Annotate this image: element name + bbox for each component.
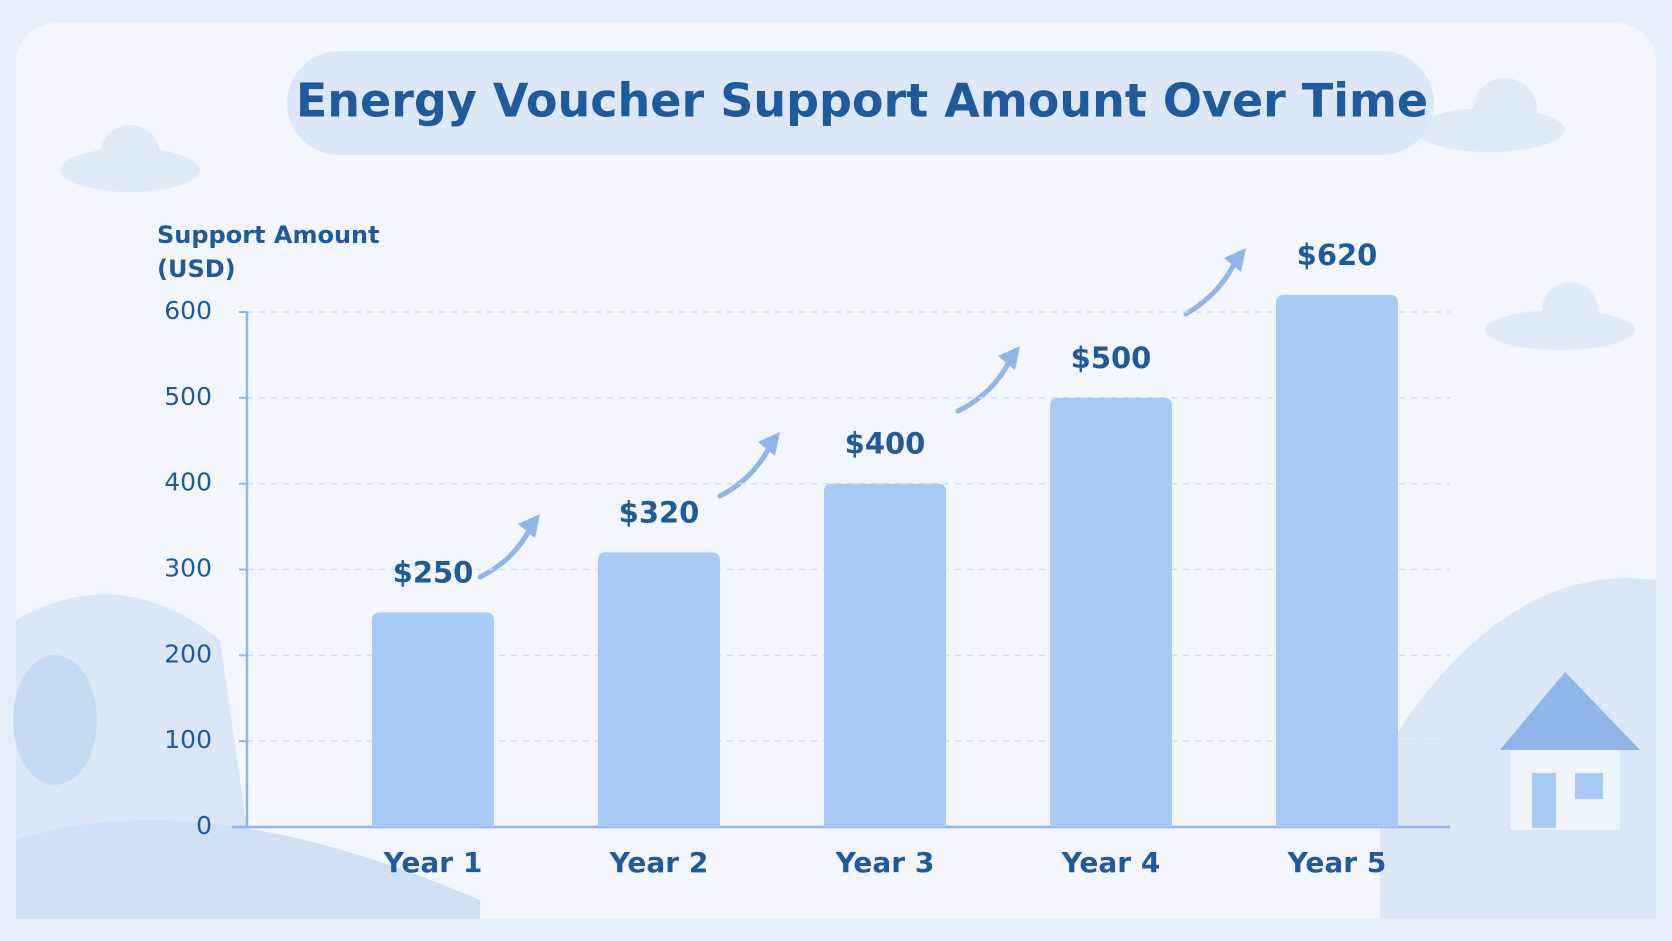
value-label: $250 bbox=[393, 555, 474, 589]
x-tick-label: Year 2 bbox=[609, 846, 709, 879]
bar bbox=[372, 612, 494, 827]
x-tick-label: Year 3 bbox=[835, 846, 935, 879]
y-tick-label: 600 bbox=[164, 296, 212, 325]
x-tick-label: Year 4 bbox=[1061, 846, 1161, 879]
y-tick-label: 400 bbox=[164, 468, 212, 497]
x-tick-label: Year 5 bbox=[1287, 846, 1387, 879]
y-axis-label: Support Amount (USD) bbox=[157, 221, 380, 283]
y-tick-label: 300 bbox=[164, 554, 212, 583]
chart-title: Energy Voucher Support Amount Over Time bbox=[296, 74, 1428, 128]
decoration bbox=[13, 78, 1656, 919]
bar bbox=[824, 483, 946, 827]
title-pill bbox=[287, 51, 1434, 155]
y-tick-label: 0 bbox=[196, 811, 212, 840]
y-tick-label: 200 bbox=[164, 639, 212, 668]
value-label: $400 bbox=[845, 427, 926, 461]
arrow-heads bbox=[518, 248, 1246, 538]
bar bbox=[1276, 294, 1398, 827]
y-tick-label: 500 bbox=[164, 382, 212, 411]
y-tick-label: 100 bbox=[164, 725, 212, 754]
value-label: $320 bbox=[619, 495, 700, 529]
value-label: $500 bbox=[1071, 341, 1152, 375]
bar bbox=[598, 552, 720, 827]
x-tick-label: Year 1 bbox=[383, 846, 483, 879]
value-label: $620 bbox=[1297, 238, 1378, 272]
bar bbox=[1050, 397, 1172, 827]
